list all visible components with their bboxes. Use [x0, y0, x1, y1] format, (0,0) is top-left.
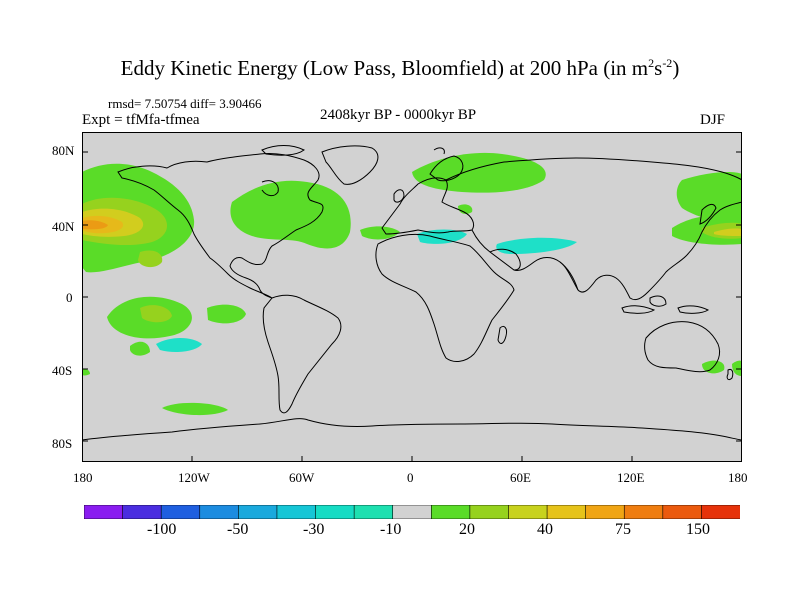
indonesia-coast	[621, 305, 656, 314]
field-natl	[230, 180, 351, 249]
africa-coast	[375, 233, 515, 362]
madagascar-coast	[497, 325, 507, 344]
anomaly-fields	[82, 152, 742, 416]
lon-label-120w: 120W	[178, 470, 210, 485]
colorbar-box	[84, 505, 124, 519]
colorbar-box	[701, 505, 740, 519]
colorbar-box	[122, 505, 162, 519]
field-natl-east	[360, 226, 400, 240]
lon-label-120e: 120E	[617, 470, 645, 485]
asia-coast	[445, 157, 742, 301]
hudson-bay-coast	[261, 180, 279, 197]
colorbar	[84, 505, 740, 519]
field-npac-east-north	[676, 172, 742, 223]
colorbar-box	[623, 505, 664, 519]
colorbar-box	[508, 505, 548, 519]
field-npac-east-yellow	[714, 228, 742, 236]
field-epac-east	[207, 304, 246, 324]
period-label: 2408kyr BP - 0000kyr BP	[320, 107, 477, 123]
arabia-coast	[489, 248, 521, 271]
field-spac-green	[130, 341, 150, 356]
lon-label-0: 0	[407, 470, 414, 485]
field-mideast-cyan	[496, 237, 577, 254]
colorbar-box	[662, 505, 703, 519]
japan-coast	[699, 203, 717, 225]
australia-coast	[644, 321, 721, 373]
field-europe-small	[458, 204, 473, 214]
new-guinea-coast	[677, 305, 709, 314]
north-america-coast	[117, 153, 324, 299]
india-coast	[559, 261, 579, 291]
colorbar-label-20: 20	[459, 521, 475, 538]
field-spac-cyan	[156, 338, 202, 352]
borneo-coast	[649, 295, 667, 307]
stats-line: rmsd= 7.50754 diff= 3.90466	[108, 96, 262, 111]
field-southern-ocean	[162, 402, 228, 416]
colorbar-box	[430, 505, 471, 519]
field-med-cyan	[417, 229, 467, 244]
colorbar-box	[392, 505, 432, 519]
greenland-coast	[321, 145, 379, 185]
scandinavia-coast	[429, 155, 464, 182]
season-label: DJF	[700, 112, 726, 128]
lat-label-0: 0	[66, 290, 73, 305]
plot-title: Eddy Kinetic Energy (Low Pass, Bloomfiel…	[120, 56, 680, 80]
arctic-archipelago-coast	[261, 145, 305, 156]
colorbar-box	[353, 505, 394, 519]
experiment-label: Expt = tfMfa-tfmea	[82, 112, 200, 128]
colorbar-box	[469, 505, 510, 519]
colorbar-label-neg10: -10	[380, 521, 402, 538]
field-edge-south	[82, 369, 90, 376]
colorbar-label-neg30: -30	[303, 521, 325, 538]
colorbar-box	[238, 505, 278, 519]
colorbar-label-75: 75	[615, 521, 631, 538]
world-map	[82, 132, 742, 462]
colorbar-label-neg50: -50	[227, 521, 249, 538]
lon-label-60e: 60E	[510, 470, 531, 485]
colorbar-box	[199, 505, 239, 519]
lat-label-80s: 80S	[52, 436, 73, 451]
field-tasman-east	[732, 360, 742, 376]
colorbar-box	[276, 505, 317, 519]
lat-label-80n: 80N	[52, 143, 75, 158]
colorbar-box	[315, 505, 355, 519]
colorbar-label-neg100: -100	[147, 521, 177, 538]
coastlines	[82, 145, 742, 441]
svalbard-coast	[433, 147, 445, 155]
colorbar-box	[160, 505, 201, 519]
field-epac-core	[140, 305, 172, 323]
lat-label-40s: 40S	[52, 363, 73, 378]
lat-label-40n: 40N	[52, 219, 75, 234]
colorbar-label-150: 150	[686, 521, 710, 538]
south-america-coast	[262, 294, 342, 414]
field-eurasia-north	[412, 152, 546, 193]
field-npac-orange	[82, 220, 108, 230]
lon-label-180e: 180	[728, 470, 748, 485]
new-zealand-coast	[726, 369, 734, 381]
uk-coast	[393, 189, 405, 203]
europe-coast	[381, 177, 475, 235]
field-npac-small	[138, 250, 163, 268]
colorbar-box	[585, 505, 625, 519]
antarctica-coast	[82, 418, 742, 441]
lon-label-180w: 180	[73, 470, 93, 485]
colorbar-box	[546, 505, 587, 519]
colorbar-label-40: 40	[537, 521, 553, 538]
lon-label-60w: 60W	[289, 470, 315, 485]
axis-ticks	[82, 151, 742, 462]
